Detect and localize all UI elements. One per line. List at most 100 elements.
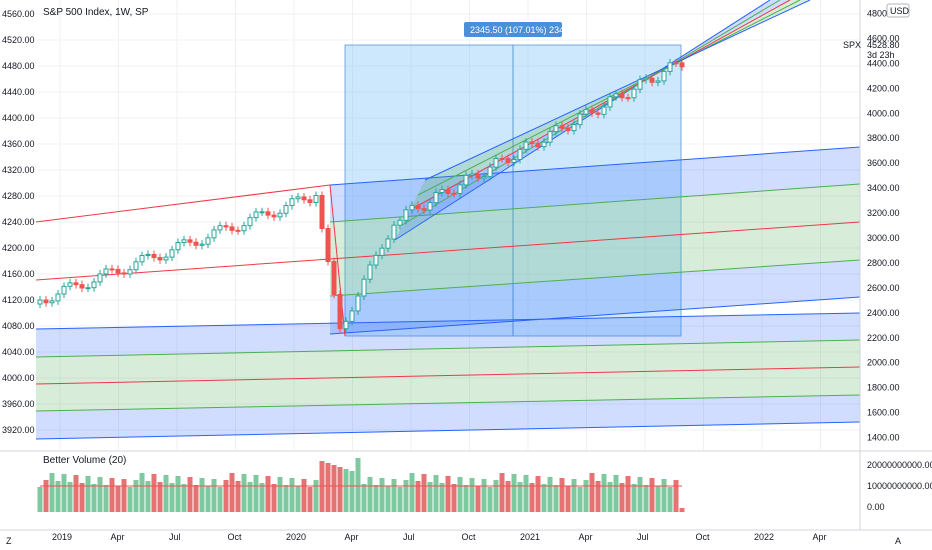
volume-bar [481,479,487,512]
volume-bar [427,482,433,512]
x-axis-tick: Oct [462,532,477,542]
volume-bar [271,484,277,512]
candle-body [247,217,253,227]
volume-bar [283,485,289,512]
volume-bar [469,478,475,512]
channel-line [35,184,331,223]
volume-bar [649,478,655,512]
volume-bar [589,473,595,512]
candle-body [469,173,475,176]
zoom-icon[interactable]: Z [6,536,12,546]
volume-bar [91,484,97,512]
volume-bar [103,485,109,512]
candle-body [577,113,583,126]
candle-body [79,284,85,289]
ticker-label: SPX [843,40,861,50]
volume-bar [349,471,355,512]
right-axis-tick: 1800.00 [867,383,900,393]
volume-bar [313,480,319,512]
right-axis-tick: 3400.00 [867,183,900,193]
volume-bar [151,474,157,512]
candle-body [481,176,487,179]
right-axis-tick: 3200.00 [867,208,900,218]
candle-body [43,299,49,304]
auto-scale-icon[interactable]: A [895,536,901,546]
channel-line [329,221,861,260]
volume-bar [511,474,517,512]
volume-bar [637,477,643,512]
left-axis-tick: 4560.00 [2,9,35,19]
candle-body [253,211,259,219]
channel-band [36,395,860,439]
candle-body [679,62,685,68]
candle-body [637,79,643,90]
volume-bar [565,486,571,512]
x-axis-tick: 2019 [52,532,72,542]
candle-body [61,285,67,295]
candle-body [463,174,469,186]
volume-bar [457,477,463,512]
channel-band [330,260,860,334]
volume-bar [523,475,529,512]
candle-body [631,88,637,99]
candle-body [241,225,247,232]
volume-bar [445,476,451,512]
left-axis-tick: 3960.00 [2,399,35,409]
volume-bar [409,473,415,512]
volume-bar [607,482,613,512]
volume-bar [205,486,211,512]
candle-body [523,141,529,150]
channel-band [36,340,860,384]
volume-bar [331,465,337,512]
volume-bar [625,476,631,512]
volume-bar [385,486,391,512]
candle-body [175,241,181,251]
volume-bar [277,477,283,512]
candle-body [661,70,667,82]
volume-bar [643,485,649,512]
volume-bar [325,463,331,512]
candle-body [229,226,235,231]
candle-body [217,225,223,231]
volume-bar [133,480,139,512]
right-axis-tick: 2400.00 [867,308,900,318]
right-axis-tick: 1400.00 [867,433,900,443]
right-axis-tick: 2200.00 [867,333,900,343]
volume-bar [547,477,553,512]
volume-bar [343,469,349,512]
volume-bar [79,483,85,512]
volume-bar [517,482,523,512]
candle-body [103,268,109,275]
volume-bar [235,481,241,512]
volume-bar [67,482,73,512]
candle-body [355,295,361,312]
candle-body [181,239,187,243]
volume-axis-tick: 20000000000.00 [867,460,932,470]
volume-bar [421,474,427,512]
right-axis-tick: 3800.00 [867,133,900,143]
candle-body [85,287,91,290]
candle-body [553,125,559,133]
candle-body [673,62,679,65]
left-axis-tick: 4200.00 [2,243,35,253]
candle-body [73,282,79,286]
candle-body [439,189,445,193]
volume-bar [655,486,661,512]
candle-body [37,299,43,305]
right-axis-tick: 1600.00 [867,408,900,418]
candle-body [361,278,367,297]
volume-bar [109,478,115,512]
candle-body [301,196,307,201]
volume-bar [307,487,313,512]
volume-bar [673,480,679,512]
volume-bar [55,481,61,512]
volume-bar [577,487,583,512]
candle-body [313,195,319,204]
candle-body [259,211,265,214]
candle-body [667,62,673,72]
currency-badge[interactable] [886,3,910,18]
volume-bar [361,484,367,512]
x-axis-tick: 2021 [520,532,540,542]
